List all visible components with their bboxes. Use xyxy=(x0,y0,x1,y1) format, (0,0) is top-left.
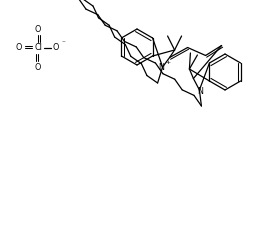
Text: +: + xyxy=(165,60,170,64)
Text: N: N xyxy=(159,63,165,72)
Text: O: O xyxy=(35,63,41,72)
Text: O: O xyxy=(16,43,22,52)
Text: N: N xyxy=(198,86,203,95)
Text: Cl: Cl xyxy=(34,43,42,52)
Text: ⁻: ⁻ xyxy=(61,40,65,46)
Text: O: O xyxy=(53,43,59,52)
Text: O: O xyxy=(35,24,41,33)
